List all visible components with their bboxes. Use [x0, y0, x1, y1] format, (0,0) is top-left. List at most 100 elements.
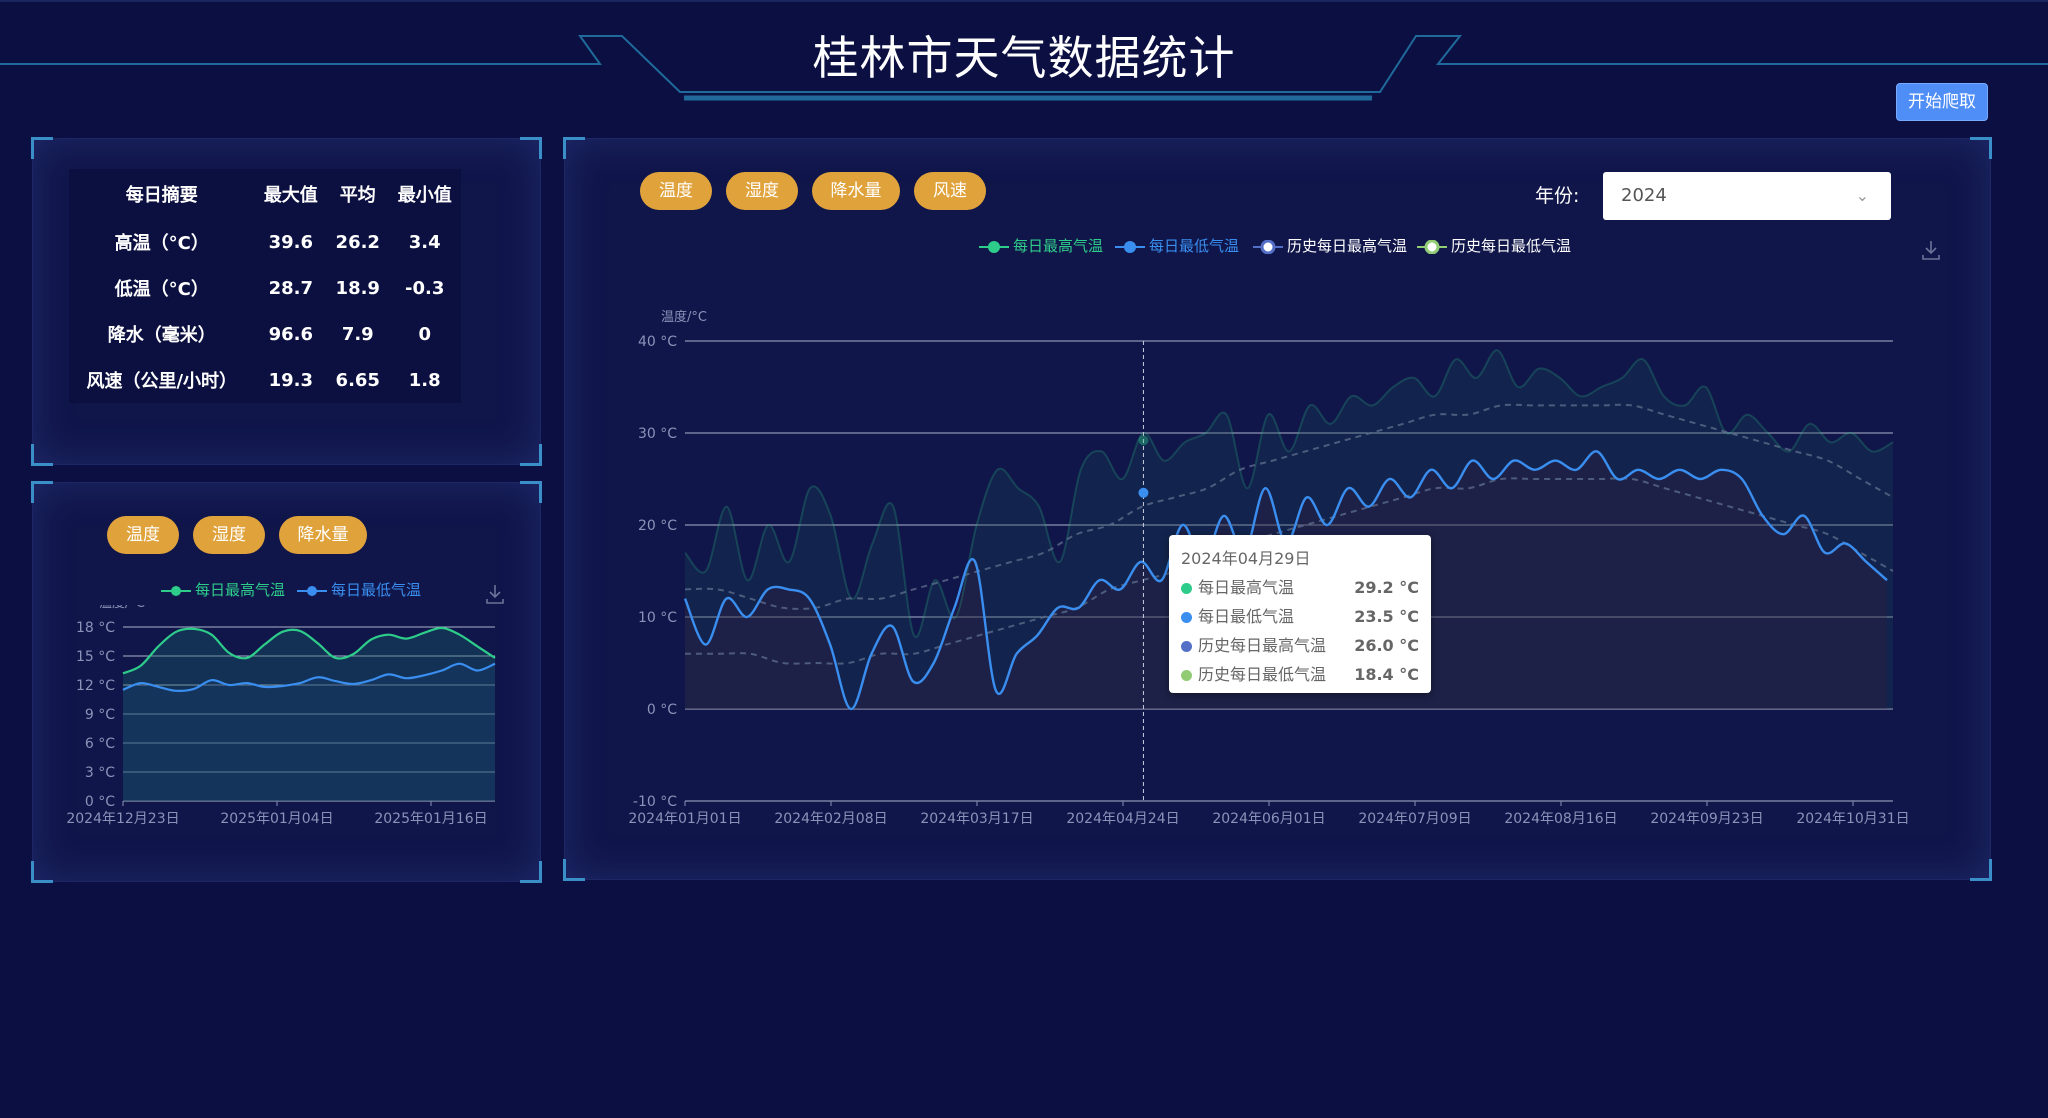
y-tick-label: 6 °C [85, 736, 115, 752]
summary-row: 低温（°C） 28.7 18.9 -0.3 [69, 265, 461, 311]
header-decoration [0, 0, 2048, 101]
x-tick-label: 2024年04月24日 [1066, 811, 1179, 827]
panel-corner [520, 444, 542, 466]
legend-line-icon [979, 240, 1009, 253]
high-temp-area [123, 627, 495, 801]
tooltip-label: 每日最低气温 [1198, 607, 1295, 626]
panel-corner [1970, 137, 1992, 159]
mini-tab-humidity[interactable]: 湿度 [193, 516, 265, 554]
x-tick-label: 2024年01月01日 [628, 811, 741, 827]
mini-legend-high[interactable]: 每日最高气温 [161, 579, 285, 600]
summary-panel: 每日摘要 最大值 平均 最小值 高温（°C） 39.6 26.2 3.4 低温（… [31, 137, 542, 466]
panel-corner [1970, 859, 1992, 881]
y-tick-label: 9 °C [85, 707, 115, 723]
low-temp-line [683, 450, 1888, 711]
tab-humidity[interactable]: 湿度 [726, 172, 798, 210]
summary-cell: -0.3 [405, 277, 445, 299]
mini-legend-low[interactable]: 每日最低气温 [297, 579, 421, 600]
y-tick-label: 3 °C [85, 765, 115, 781]
panel-corner [31, 444, 53, 466]
tooltip-value: 23.5 °C [1354, 607, 1419, 626]
summary-row-label: 高温（°C） [114, 233, 209, 254]
x-tick-label: 2025年01月04日 [220, 811, 333, 827]
x-tick-label: 2024年07月09日 [1358, 811, 1471, 827]
x-tick-label: 2024年08月16日 [1504, 811, 1617, 827]
x-tick-label: 2024年02月08日 [774, 811, 887, 827]
panel-corner [31, 137, 53, 159]
legend-line-icon [1417, 239, 1447, 254]
legend-line-icon [161, 585, 191, 596]
download-icon[interactable] [485, 583, 505, 605]
tooltip-label: 历史每日最高气温 [1198, 636, 1327, 655]
mini-chart-panel: 温度 湿度 降水量 每日最高气温 每日最低气温 温度/°C 18 °C 15 °C 1… [31, 481, 542, 883]
summary-cell: 7.9 [341, 323, 374, 345]
legend-label: 历史每日最低气温 [1451, 237, 1572, 255]
y-tick-label: 18 °C [76, 620, 115, 636]
tooltip-row: 每日最高气温 29.2 °C [1181, 573, 1419, 602]
year-label: 年份: [1535, 185, 1580, 207]
y-tick-label: 0 °C [647, 702, 677, 718]
summary-table: 每日摘要 最大值 平均 最小值 高温（°C） 39.6 26.2 3.4 低温（… [69, 169, 461, 403]
summary-cell: 28.7 [268, 277, 314, 299]
panel-corner [520, 481, 542, 503]
mini-tab-temperature[interactable]: 温度 [107, 516, 179, 554]
header: 桂林市天气数据统计 [0, 0, 2048, 110]
main-temperature-chart: 温度/°C40 °C30 °C20 °C10 °C0 °C-10 °C2024年… [628, 309, 1909, 827]
y-tick-label: 10 °C [638, 610, 677, 626]
legend-hist-high-temp[interactable]: 历史每日最高气温 [1253, 235, 1407, 256]
x-tick-label: 2024年03月17日 [920, 811, 1033, 827]
legend-high-temp[interactable]: 每日最高气温 [979, 235, 1103, 256]
panel-corner [563, 137, 585, 159]
tab-wind-speed[interactable]: 风速 [914, 172, 986, 210]
y-tick-label: 12 °C [76, 678, 115, 694]
main-chart-panel: 温度 湿度 降水量 风速 年份: 2024 ⌄ 每日最高气温 每日最低气温 历史… [563, 137, 1992, 881]
tab-precipitation[interactable]: 降水量 [812, 172, 900, 210]
high-temp-line [122, 626, 496, 675]
summary-cell: 6.65 [335, 369, 380, 391]
low-temp-line [122, 662, 496, 692]
summary-header-cell: 最小值 [397, 185, 452, 206]
download-icon[interactable] [1921, 239, 1941, 261]
summary-header-row: 每日摘要 最大值 平均 最小值 [69, 169, 461, 219]
panel-corner [31, 481, 53, 503]
summary-header-cell: 平均 [339, 185, 376, 206]
summary-header-cell: 最大值 [263, 185, 318, 206]
tooltip-marker [1181, 641, 1192, 652]
start-crawl-button[interactable]: 开始爬取 [1896, 83, 1988, 121]
tooltip-marker [1181, 612, 1192, 623]
x-tick-label: 2024年10月31日 [1796, 811, 1909, 827]
tooltip-date: 2024年04月29日 [1181, 549, 1311, 568]
y-tick-label: -10 °C [633, 794, 677, 810]
y-tick-label: 20 °C [638, 518, 677, 534]
tooltip-value: 26.0 °C [1354, 636, 1419, 655]
y-tick-label: 30 °C [638, 426, 677, 442]
legend-label: 历史每日最高气温 [1287, 237, 1408, 255]
y-tick-label: 0 °C [85, 794, 115, 810]
panel-corner [520, 861, 542, 883]
summary-cell: 1.8 [408, 369, 441, 391]
legend-label: 每日最低气温 [331, 581, 422, 599]
y-axis-title: 温度/°C [99, 605, 145, 611]
mini-tab-precipitation[interactable]: 降水量 [279, 516, 367, 554]
summary-cell: 18.9 [335, 277, 380, 299]
tab-temperature[interactable]: 温度 [640, 172, 712, 210]
tooltip-marker [1181, 670, 1192, 681]
legend-hist-low-temp[interactable]: 历史每日最低气温 [1417, 235, 1571, 256]
summary-row: 风速（公里/小时） 19.3 6.65 1.8 [69, 357, 461, 403]
y-tick-label: 40 °C [638, 334, 677, 350]
tooltip-label: 每日最高气温 [1198, 578, 1295, 597]
y-tick-label: 15 °C [76, 649, 115, 665]
year-select[interactable]: 2024 ⌄ [1603, 172, 1891, 220]
chart-tooltip: 2024年04月29日 每日最高气温 29.2 °C 每日最低气温 23.5 °… [1169, 535, 1431, 693]
summary-header-cell: 每日摘要 [125, 185, 198, 206]
legend-low-temp[interactable]: 每日最低气温 [1115, 235, 1239, 256]
panel-corner [563, 859, 585, 881]
hover-point-high [1138, 435, 1149, 446]
summary-row-label: 低温（°C） [114, 279, 209, 300]
x-tick-label: 2024年09月23日 [1650, 811, 1763, 827]
hover-point-low [1138, 487, 1149, 498]
summary-row-label: 风速（公里/小时） [86, 371, 238, 392]
summary-cell: 0 [418, 323, 431, 345]
summary-cell: 19.3 [268, 369, 314, 391]
x-tick-label: 2025年01月16日 [374, 811, 487, 827]
